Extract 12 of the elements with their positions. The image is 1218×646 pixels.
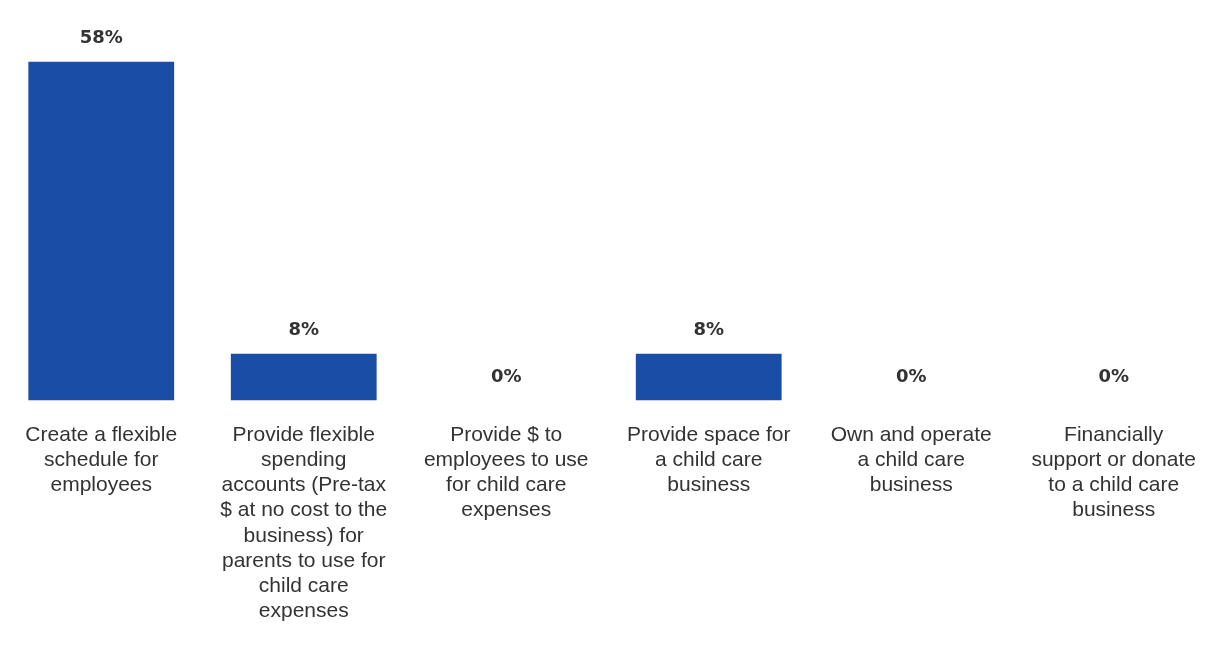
x-tick-label: Own and operate a child care business [830,421,992,496]
x-tick-label: Provide $ to employees to use for child care expenses [423,421,589,521]
x-tick-label: Provide space for a child care business [627,421,791,496]
x-tick-label: Financially support or donate to a child care business [1031,421,1196,521]
data-label: 0% [895,365,927,387]
data-label: 0% [490,365,522,387]
data-label: 8% [693,318,724,340]
x-tick-label: Create a flexible schedule for employees [25,421,178,496]
x-tick-label: Provide flexible spending accounts (Pre-tax $ at no cost to the business) for parents to use for child care expenses [220,421,388,622]
data-label: 8% [288,318,320,340]
data-label: 58% [79,26,123,48]
data-label: 0% [1098,365,1129,387]
